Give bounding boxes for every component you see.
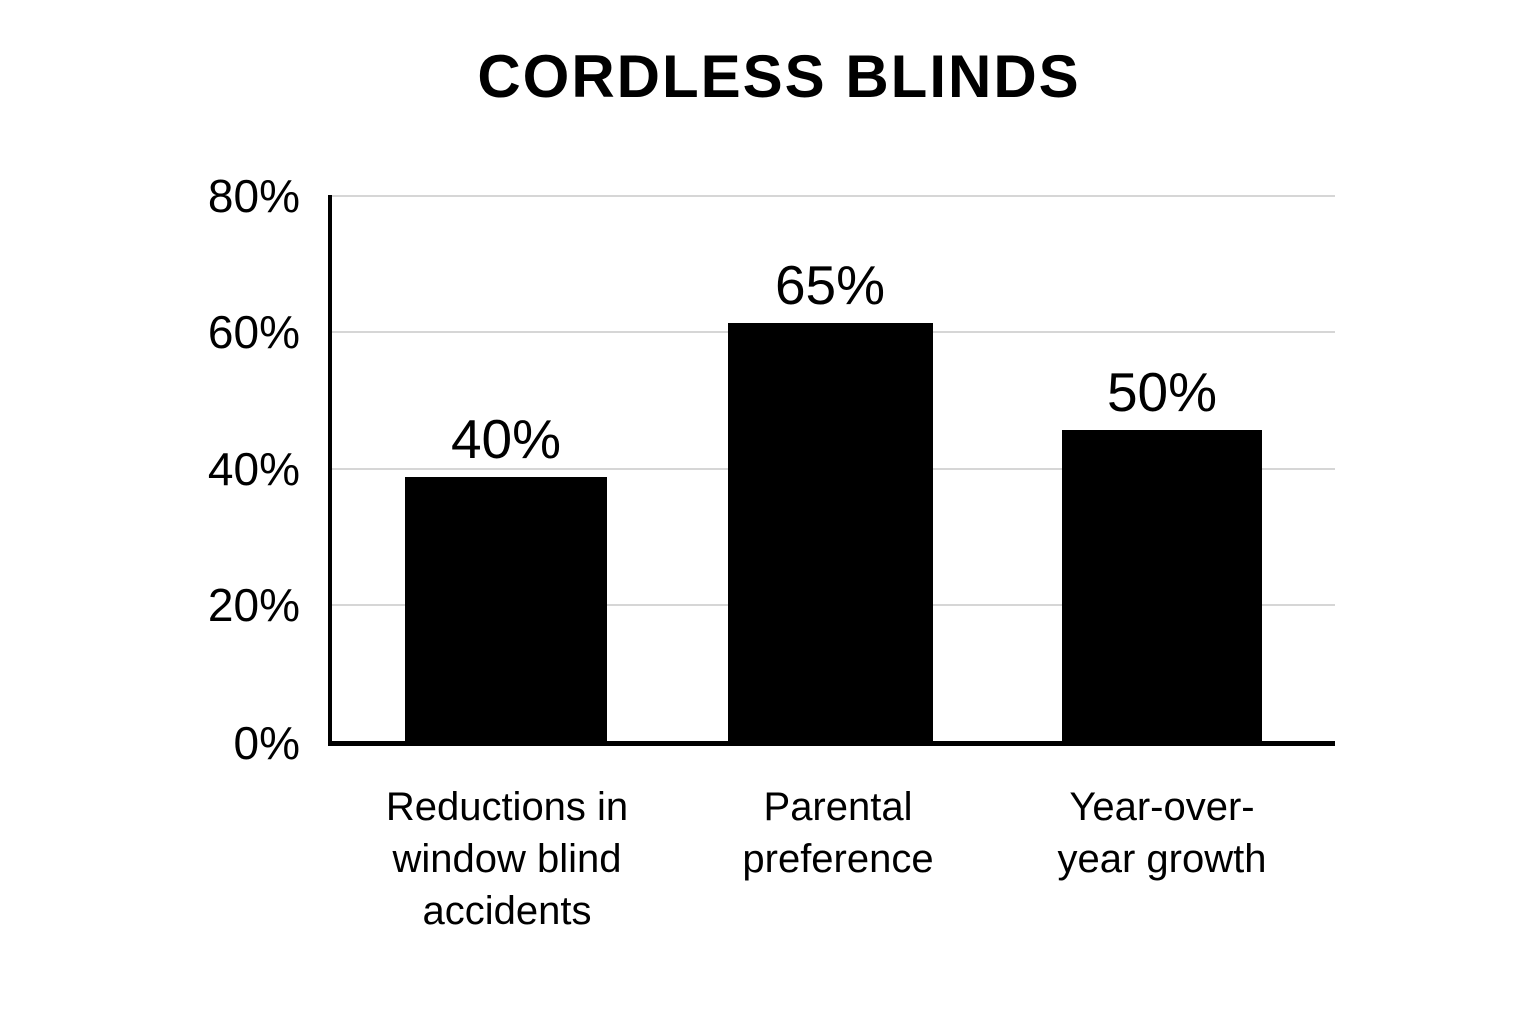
x-axis-line bbox=[328, 741, 1335, 746]
category-label-yoy-growth: Year-over- year growth bbox=[1058, 781, 1267, 885]
y-axis-line bbox=[328, 195, 332, 746]
category-label-line: Parental bbox=[763, 785, 913, 829]
category-label-parental-preference: Parental preference bbox=[742, 781, 933, 885]
y-axis-tick-40: 40% bbox=[207, 443, 300, 495]
y-axis-tick-60: 60% bbox=[207, 306, 300, 358]
y-axis-tick-20: 20% bbox=[207, 579, 300, 631]
category-label-accidents-reduction: Reductions in window blind accidents bbox=[386, 781, 628, 937]
category-label-line: preference bbox=[742, 837, 934, 881]
category-label-line: accidents bbox=[422, 889, 592, 933]
y-axis-tick-0: 0% bbox=[233, 717, 300, 769]
y-axis-tick-80: 80% bbox=[207, 170, 300, 222]
bar-accidents-reduction bbox=[405, 477, 607, 741]
bar-yoy-growth bbox=[1062, 430, 1262, 741]
bar-value-label-accidents: 40% bbox=[450, 408, 562, 470]
bar-parental-preference bbox=[728, 323, 933, 741]
bar-value-label-growth: 50% bbox=[1106, 361, 1218, 423]
chart-title: CORDLESS BLINDS bbox=[477, 43, 1081, 110]
plot-area: 40% 65% 50% bbox=[328, 195, 1335, 746]
category-label-line: window blind bbox=[392, 837, 622, 881]
gridline-80 bbox=[328, 195, 1335, 197]
category-label-line: year growth bbox=[1057, 837, 1267, 881]
category-label-line: Reductions in bbox=[385, 785, 629, 829]
category-label-line: Year-over- bbox=[1069, 785, 1255, 829]
bar-value-label-preference: 65% bbox=[774, 254, 886, 316]
